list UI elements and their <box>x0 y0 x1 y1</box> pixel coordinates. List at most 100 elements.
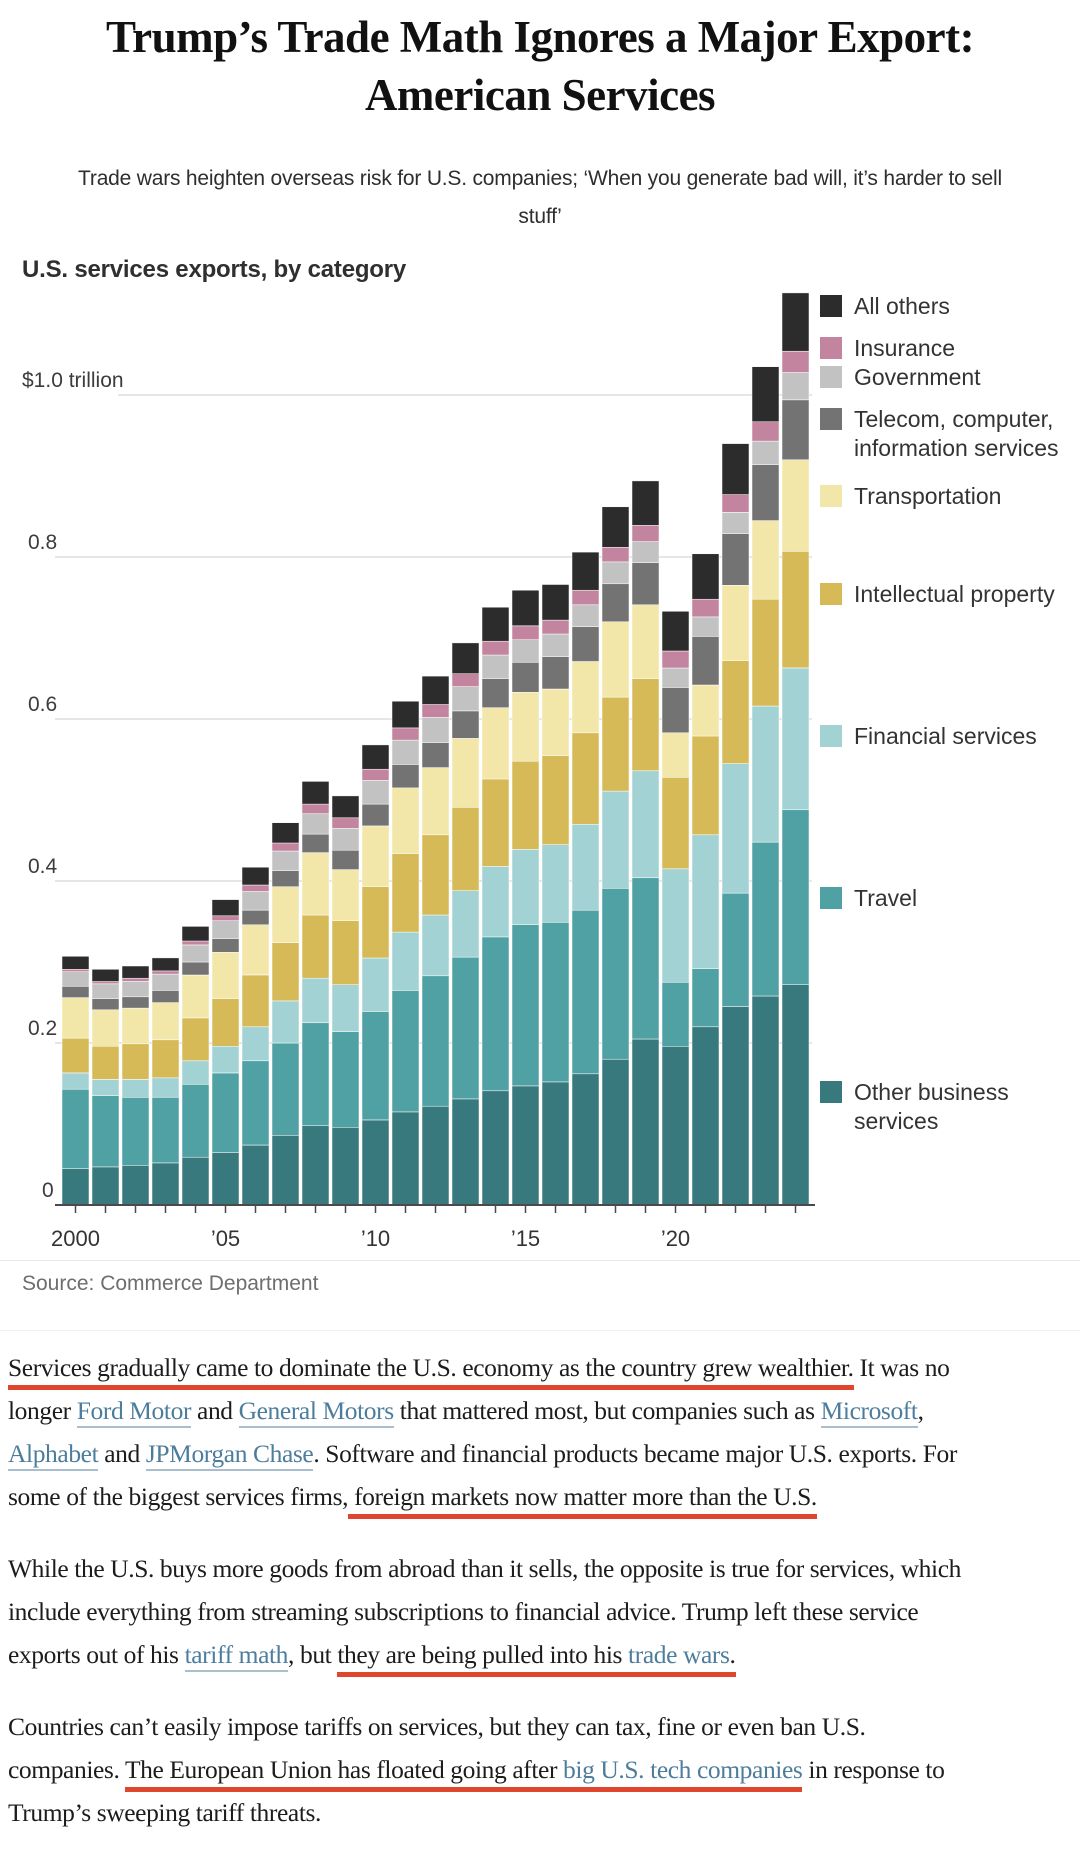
bar-segment-2023-intellectual-property <box>751 598 780 707</box>
bar-segment-2013-travel <box>451 956 480 1100</box>
bar-segment-2005-all-others <box>211 899 240 917</box>
text-line: companies. The European Union has floate… <box>8 1748 1074 1792</box>
bar-segment-2000-all-others <box>61 956 90 970</box>
text-span: that mattered most, but companies such a… <box>393 1396 821 1425</box>
bar-segment-2001-telecom-computer-information <box>91 998 120 1011</box>
bar-segment-2012-intellectual-property <box>421 834 450 916</box>
bar-segment-2021-all-others <box>691 553 720 600</box>
bar-segment-2017-all-others <box>571 551 600 591</box>
bar-segment-2011-insurance <box>391 727 420 741</box>
bar-segment-2002-telecom-computer-information <box>121 996 150 1009</box>
legend-swatch-intellectual-property <box>820 583 842 605</box>
red-underlined-text: they are being pulled into his <box>337 1640 629 1677</box>
legend-item-other-business-services: Other business services <box>820 1078 1009 1136</box>
bar-segment-2012-financial-services <box>421 914 450 977</box>
text-line: Alphabet and JPMorgan Chase. Software an… <box>8 1432 1074 1475</box>
inline-link-red-underline[interactable]: big U.S. tech companies <box>563 1755 803 1792</box>
bar-segment-2006-travel <box>241 1060 270 1146</box>
bar-segment-2024-financial-services <box>781 667 810 811</box>
legend-item-all-others: All others <box>820 292 950 321</box>
bar-segment-2024-government <box>781 372 810 401</box>
bar-segment-2024-telecom-computer-information <box>781 399 810 461</box>
inline-link-red-underline[interactable]: trade wars <box>628 1640 730 1677</box>
bar-segment-2014-other-business-services <box>481 1090 510 1206</box>
bar-segment-2013-all-others <box>451 642 480 674</box>
bar-segment-2012-travel <box>421 975 450 1107</box>
x-axis-label-2005: ’05 <box>211 1226 240 1251</box>
legend-swatch-travel <box>820 887 842 909</box>
bar-segment-2019-government <box>631 541 660 563</box>
bar-segment-2004-telecom-computer-information <box>181 961 210 976</box>
legend-label-telecom-computer-information: Telecom, computer, information services <box>854 406 1059 461</box>
bar-segment-2017-travel <box>571 909 600 1075</box>
bar-segment-2018-travel <box>601 888 630 1060</box>
bar-segment-2013-other-business-services <box>451 1098 480 1206</box>
red-underlined-text: The European Union has floated going aft… <box>124 1755 564 1792</box>
legend-swatch-transportation <box>820 485 842 507</box>
text-span: and <box>98 1439 146 1468</box>
bar-segment-2023-telecom-computer-information <box>751 464 780 521</box>
bar-segment-2010-transportation <box>361 825 390 887</box>
bar-segment-2023-financial-services <box>751 705 780 843</box>
bar-segment-2017-transportation <box>571 661 600 734</box>
legend-label-financial-services: Financial services <box>854 723 1037 749</box>
bar-segment-2005-telecom-computer-information <box>211 938 240 953</box>
bar-segment-2017-intellectual-property <box>571 732 600 825</box>
bar-segment-2022-transportation <box>721 585 750 661</box>
bar-segment-2002-insurance <box>121 977 150 982</box>
bar-segment-2006-financial-services <box>241 1026 270 1062</box>
text-line: include everything from streaming subscr… <box>8 1590 1074 1633</box>
bar-segment-2001-travel <box>91 1095 120 1168</box>
bar-segment-2014-telecom-computer-information <box>481 678 510 708</box>
bar-segment-2011-government <box>391 739 420 765</box>
bar-segment-2016-intellectual-property <box>541 755 570 845</box>
bar-segment-2018-government <box>601 561 630 585</box>
bar-segment-2009-travel <box>331 1031 360 1128</box>
bar-segment-2022-financial-services <box>721 763 750 894</box>
bar-segment-2016-financial-services <box>541 844 570 923</box>
bar-segment-2023-other-business-services <box>751 995 780 1206</box>
bar-segment-2020-all-others <box>661 611 690 652</box>
subheadline-line-2: stuff’ <box>518 205 562 228</box>
bar-segment-2021-financial-services <box>691 834 720 969</box>
bar-segment-2010-telecom-computer-information <box>361 803 390 827</box>
bar-segment-2003-all-others <box>151 957 180 972</box>
inline-link[interactable]: Microsoft <box>820 1396 918 1428</box>
bar-segment-2005-other-business-services <box>211 1152 240 1206</box>
text-span: and <box>191 1396 239 1425</box>
inline-link[interactable]: Alphabet <box>8 1439 99 1471</box>
bar-segment-2008-other-business-services <box>301 1125 330 1206</box>
bar-segment-2017-government <box>571 604 600 627</box>
bar-segment-2008-telecom-computer-information <box>301 833 330 853</box>
bar-segment-2003-telecom-computer-information <box>151 990 180 1003</box>
bar-segment-2018-transportation <box>601 621 630 698</box>
bar-segment-2009-insurance <box>331 817 360 829</box>
legend-item-insurance: Insurance <box>820 334 955 363</box>
inline-link[interactable]: General Motors <box>238 1396 394 1428</box>
bar-segment-2002-transportation <box>121 1007 150 1045</box>
bar-segment-2005-insurance <box>211 915 240 921</box>
bar-segment-2018-insurance <box>601 547 630 563</box>
bar-segment-2005-financial-services <box>211 1045 240 1074</box>
text-span: longer <box>8 1396 77 1425</box>
text-span: exports out of his <box>8 1640 185 1669</box>
bar-segment-2013-financial-services <box>451 890 480 958</box>
services-exports-chart: 0 0.2 0.4 0.6 0.8 $1.0 trillion 2000 ’05 ’10 ’15 ’… <box>0 250 1080 1330</box>
bar-segment-2010-government <box>361 780 390 805</box>
inline-link[interactable]: Ford Motor <box>76 1396 191 1428</box>
inline-link[interactable]: JPMorgan Chase <box>145 1439 314 1471</box>
bar-segment-2007-financial-services <box>271 1000 300 1044</box>
paragraph-2: While the U.S. buys more goods from abro… <box>8 1547 1074 1677</box>
bar-segment-2019-all-others <box>631 480 660 526</box>
bar-segment-2016-transportation <box>541 688 570 756</box>
bar-segment-2016-government <box>541 633 570 657</box>
legend-label-travel: Travel <box>854 885 918 911</box>
bar-segment-2014-financial-services <box>481 866 510 938</box>
bar-segment-2008-travel <box>301 1022 330 1126</box>
article-body: Services gradually came to dominate the … <box>8 1346 1074 1863</box>
bar-segment-2005-government <box>211 920 240 939</box>
subheadline: Trade wars heighten overseas risk for U.… <box>0 160 1080 236</box>
bar-segment-2020-government <box>661 667 690 688</box>
inline-link[interactable]: tariff math <box>184 1640 288 1672</box>
bar-segment-2018-telecom-computer-information <box>601 583 630 623</box>
